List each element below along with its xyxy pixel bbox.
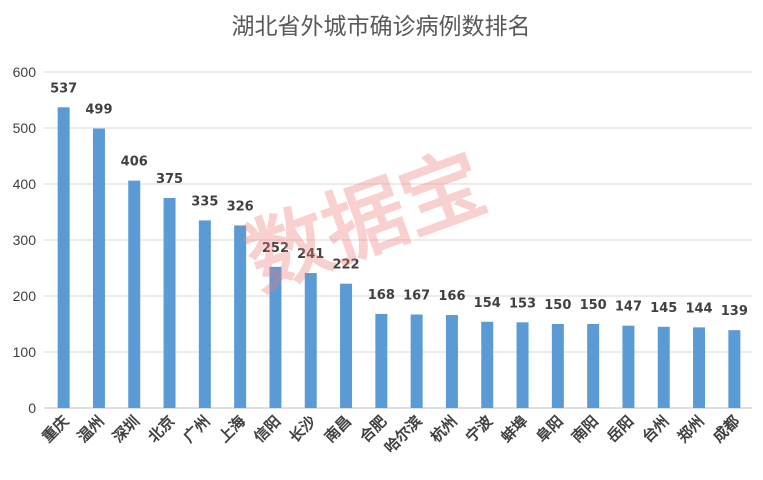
data-labels: 537 499 406 375 335 326 252 241 222 168 167 166 154 1… <box>50 81 748 319</box>
data-label: 335 <box>191 194 218 209</box>
x-tick-label: 重庆 <box>39 412 73 446</box>
bar <box>304 273 317 408</box>
watermark: 数据宝 <box>234 135 498 308</box>
x-tick-label: 温州 <box>74 412 108 446</box>
data-label: 154 <box>474 296 501 311</box>
x-tick-label: 阜阳 <box>533 412 567 446</box>
data-label: 241 <box>297 247 324 262</box>
bar <box>234 225 247 408</box>
bar <box>728 330 741 408</box>
bar <box>375 313 388 408</box>
bar <box>481 321 494 408</box>
bar <box>410 314 423 408</box>
x-tick-label: 上海 <box>215 412 249 446</box>
data-label: 139 <box>721 304 748 319</box>
x-tick-label: 成都 <box>709 412 743 446</box>
bar <box>622 325 635 408</box>
bars <box>57 107 741 408</box>
data-label: 537 <box>50 81 77 96</box>
x-tick-label: 深圳 <box>109 412 143 446</box>
data-label: 499 <box>85 103 112 118</box>
x-tick-label: 郑州 <box>674 412 708 446</box>
x-tick-label: 北京 <box>144 412 178 446</box>
bar <box>445 315 458 408</box>
x-tick-label: 南阳 <box>568 412 602 446</box>
bar <box>516 322 529 408</box>
x-tick-label: 宁波 <box>462 411 497 446</box>
x-tick-label: 信阳 <box>250 412 284 446</box>
x-tick-label: 南昌 <box>321 412 355 446</box>
bar <box>163 198 176 408</box>
data-label: 150 <box>580 298 607 313</box>
bar <box>551 324 564 408</box>
x-tick-label: 杭州 <box>427 412 461 446</box>
y-tick-label: 300 <box>13 232 37 248</box>
y-tick-label: 200 <box>13 288 37 304</box>
data-label: 144 <box>685 301 712 316</box>
bar <box>587 324 600 408</box>
bar <box>128 180 141 408</box>
y-tick-label: 0 <box>28 400 36 416</box>
data-label: 153 <box>509 296 536 311</box>
data-label: 326 <box>227 199 254 214</box>
bar <box>57 107 70 408</box>
bar <box>92 128 105 408</box>
y-tick-label: 400 <box>13 176 37 192</box>
data-label: 166 <box>438 289 465 304</box>
x-tick-label: 台州 <box>639 412 673 446</box>
bar <box>657 326 670 408</box>
x-tick-label: 长沙 <box>286 412 320 446</box>
y-tick-label: 500 <box>13 120 37 136</box>
x-tick-label: 蚌埠 <box>497 412 531 446</box>
data-label: 147 <box>615 300 642 315</box>
bar <box>198 220 211 408</box>
bar <box>340 283 353 408</box>
data-label: 168 <box>368 288 395 303</box>
data-label: 145 <box>650 301 677 316</box>
data-label: 375 <box>156 172 183 187</box>
y-axis-ticks: 0 100 200 300 400 500 600 <box>13 64 37 416</box>
x-tick-label: 哈尔滨 <box>381 412 426 457</box>
x-axis-labels: 重庆 温州 深圳 北京 广州 上海 信阳 长沙 南昌 合肥哈尔滨 杭州 宁波 蚌埠 阜阳 南阳 岳阳 台州 郑州成… <box>39 411 744 456</box>
data-label: 252 <box>262 241 289 256</box>
chart-title: 湖北省外城市确诊病例数排名 <box>232 14 531 40</box>
data-label: 406 <box>121 155 148 170</box>
gridlines <box>44 71 752 409</box>
y-tick-label: 600 <box>13 64 37 80</box>
data-label: 150 <box>544 298 571 313</box>
x-tick-label: 广州 <box>180 412 214 446</box>
data-label: 222 <box>332 258 359 273</box>
bar <box>269 266 282 408</box>
x-tick-label: 岳阳 <box>603 412 637 446</box>
y-tick-label: 100 <box>13 344 37 360</box>
bar <box>693 327 706 408</box>
data-label: 167 <box>403 288 430 303</box>
